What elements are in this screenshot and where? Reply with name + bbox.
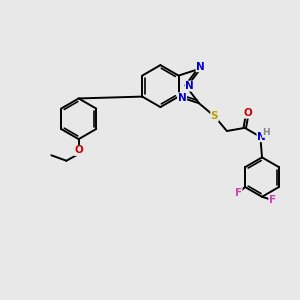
Text: O: O <box>243 108 252 118</box>
Text: N: N <box>178 93 187 103</box>
Text: F: F <box>235 188 242 199</box>
Text: S: S <box>211 111 218 121</box>
Text: N: N <box>257 132 266 142</box>
Text: N: N <box>196 61 205 72</box>
Text: N: N <box>178 93 187 103</box>
Text: O: O <box>74 146 83 155</box>
Text: F: F <box>269 195 276 205</box>
Text: H: H <box>262 128 270 137</box>
Text: N: N <box>185 81 194 91</box>
